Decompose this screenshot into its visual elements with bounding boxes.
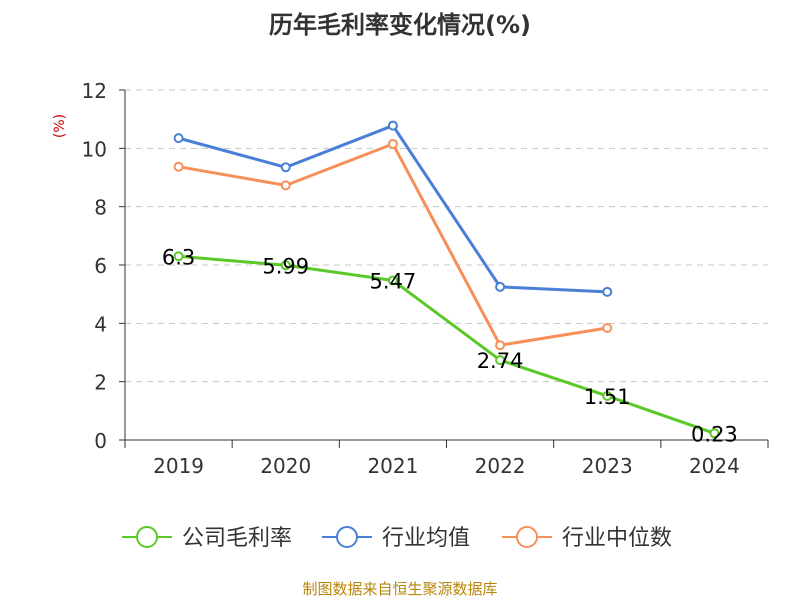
y-tick-label: 12 — [82, 79, 107, 103]
y-tick-label: 4 — [94, 312, 107, 336]
data-point — [280, 162, 291, 173]
data-point — [495, 281, 506, 292]
data-point — [602, 323, 613, 333]
data-point — [602, 286, 613, 297]
legend: 公司毛利率 行业均值 行业中位数 — [122, 526, 672, 551]
data-label: 6.3 — [162, 245, 195, 269]
legend-label: 行业中位数 — [562, 526, 672, 551]
legend-swatch-marker — [516, 526, 538, 548]
data-point — [280, 260, 291, 271]
data-point — [387, 120, 398, 131]
x-tick-label: 2022 — [475, 454, 526, 478]
legend-label: 行业均值 — [382, 526, 470, 551]
y-axis-label: (%) — [52, 114, 68, 138]
data-point — [280, 180, 291, 191]
data-point — [387, 138, 398, 149]
data-point — [387, 275, 398, 286]
data-point — [495, 340, 506, 351]
x-tick-label: 2021 — [367, 454, 418, 478]
x-tick-label: 2024 — [689, 454, 740, 478]
data-point — [602, 390, 613, 401]
series-line — [178, 254, 715, 435]
data-point — [173, 161, 184, 172]
chart-title: 历年毛利率变化情况(%) — [269, 11, 531, 39]
x-tick-label: 2023 — [582, 454, 633, 478]
y-tick-label: 0 — [94, 429, 107, 453]
y-tick-label: 8 — [94, 196, 107, 220]
x-tick-label: 2019 — [153, 454, 204, 478]
grid-lines — [125, 89, 768, 383]
data-label: 5.47 — [370, 269, 417, 293]
data-label: 2.74 — [477, 349, 524, 373]
data-label: 1.51 — [584, 385, 631, 409]
data-labels: 6.3 5.99 5.47 2.74 1.51 0.23 — [162, 245, 738, 446]
data-point — [173, 251, 184, 262]
legend-label: 公司毛利率 — [182, 526, 292, 551]
legend-swatch-marker — [336, 526, 358, 548]
y-tick-label: 2 — [94, 371, 107, 395]
y-tick-label: 10 — [82, 137, 107, 161]
source-note: 制图数据来自恒生聚源数据库 — [302, 580, 497, 598]
series-line — [178, 142, 608, 347]
data-point — [173, 133, 184, 144]
series-line — [178, 124, 608, 294]
legend-swatch-marker — [136, 526, 158, 548]
data-label: 5.99 — [262, 254, 309, 278]
series-layer — [173, 120, 720, 439]
data-point — [495, 355, 506, 366]
y-tick-label: 6 — [94, 254, 107, 278]
data-label: 0.23 — [691, 422, 738, 446]
x-tick-label: 2020 — [260, 454, 311, 478]
axes: 0 2 4 6 8 10 12 2019 2020 2021 2022 2023 2024 — [82, 79, 769, 478]
data-point — [709, 428, 720, 439]
